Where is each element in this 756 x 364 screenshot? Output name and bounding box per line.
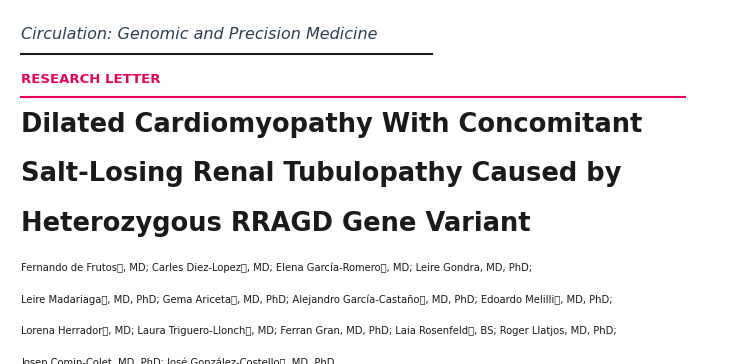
Text: Dilated Cardiomyopathy With Concomitant: Dilated Cardiomyopathy With Concomitant bbox=[21, 112, 643, 138]
Text: Lorena Herradorⓘ, MD; Laura Triguero-Llonchⓘ, MD; Ferran Gran, MD, PhD; Laia Ros: Lorena Herradorⓘ, MD; Laura Triguero-Llo… bbox=[21, 326, 617, 336]
Text: Salt-Losing Renal Tubulopathy Caused by: Salt-Losing Renal Tubulopathy Caused by bbox=[21, 161, 621, 187]
Text: Heterozygous RRAGD Gene Variant: Heterozygous RRAGD Gene Variant bbox=[21, 211, 531, 237]
Text: RESEARCH LETTER: RESEARCH LETTER bbox=[21, 73, 160, 86]
Text: Fernando de Frutosⓘ, MD; Carles Diez-Lopezⓘ, MD; Elena García-Romeroⓘ, MD; Leire: Fernando de Frutosⓘ, MD; Carles Diez-Lop… bbox=[21, 263, 532, 273]
Text: Circulation: Genomic and Precision Medicine: Circulation: Genomic and Precision Medic… bbox=[21, 27, 377, 42]
Text: Josep Comin-Colet, MD, PhD; José González-Costelloⓘ, MD, PhD: Josep Comin-Colet, MD, PhD; José Gonzále… bbox=[21, 357, 335, 364]
Text: Leire Madariagaⓘ, MD, PhD; Gema Aricetaⓘ, MD, PhD; Alejandro García-Castañoⓘ, MD: Leire Madariagaⓘ, MD, PhD; Gema Aricetaⓘ… bbox=[21, 294, 612, 305]
